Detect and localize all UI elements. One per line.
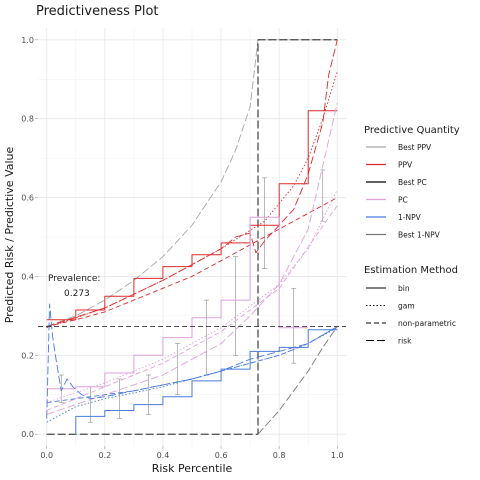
legend-label-quantity: Best PC (398, 178, 427, 187)
series-best-ppv-risk (46, 39, 338, 327)
x-axis-title: Risk Percentile (152, 462, 233, 475)
legend-method-title: Estimation Method (364, 265, 458, 276)
legend-label-quantity: PC (398, 196, 408, 205)
series-pc-gam (46, 189, 338, 404)
series-1-npv-risk (46, 303, 338, 419)
x-tick-label: 0.8 (273, 451, 286, 460)
legend-label-quantity: Best 1-NPV (398, 231, 441, 240)
legend-label-quantity: PPV (398, 161, 413, 170)
prevalence-label: Prevalence: (48, 274, 100, 284)
x-tick-label: 1.0 (331, 451, 344, 460)
prevalence-value: 0.273 (64, 289, 90, 299)
series-best-pc-risk (46, 39, 338, 435)
series-ppv-non-parametric (46, 197, 338, 327)
series-pc-non-parametric (46, 205, 338, 411)
series-pc-bin (46, 216, 309, 390)
legend-label-method: non-parametric (398, 319, 456, 328)
legend-label-method: gam (398, 302, 415, 311)
x-tick-label: 0.2 (98, 451, 111, 460)
y-axis-title: Predicted Risk / Predictive Value (3, 146, 16, 323)
series-best-1-npv-risk (257, 326, 338, 435)
legend-label-quantity: Best PPV (398, 143, 432, 152)
y-tick-label: 0.4 (21, 272, 34, 281)
y-tick-label: 0.0 (21, 430, 34, 439)
chart-title: Predictiveness Plot (36, 4, 159, 19)
legend-label-method: risk (398, 337, 412, 346)
plot-panel (35, 28, 346, 449)
y-tick-label: 0.8 (21, 115, 34, 124)
legend-label-quantity: 1-NPV (398, 213, 422, 222)
legend-label-method: bin (398, 284, 410, 293)
series-pc-risk (46, 102, 338, 415)
y-tick-label: 0.6 (21, 194, 34, 203)
series-1-npv-bin (75, 329, 338, 435)
series-ppv-risk (46, 39, 338, 327)
x-tick-label: 0.0 (40, 451, 53, 460)
legend-quantity-title: Predictive Quantity (364, 125, 460, 136)
y-tick-label: 0.2 (21, 351, 34, 360)
x-tick-label: 0.4 (157, 451, 170, 460)
series-1-npv-non-parametric (46, 326, 338, 404)
y-tick-label: 1.0 (21, 36, 34, 45)
legend: Predictive Quantity Estimation Method Be… (364, 125, 460, 346)
x-tick-label: 0.6 (215, 451, 228, 460)
